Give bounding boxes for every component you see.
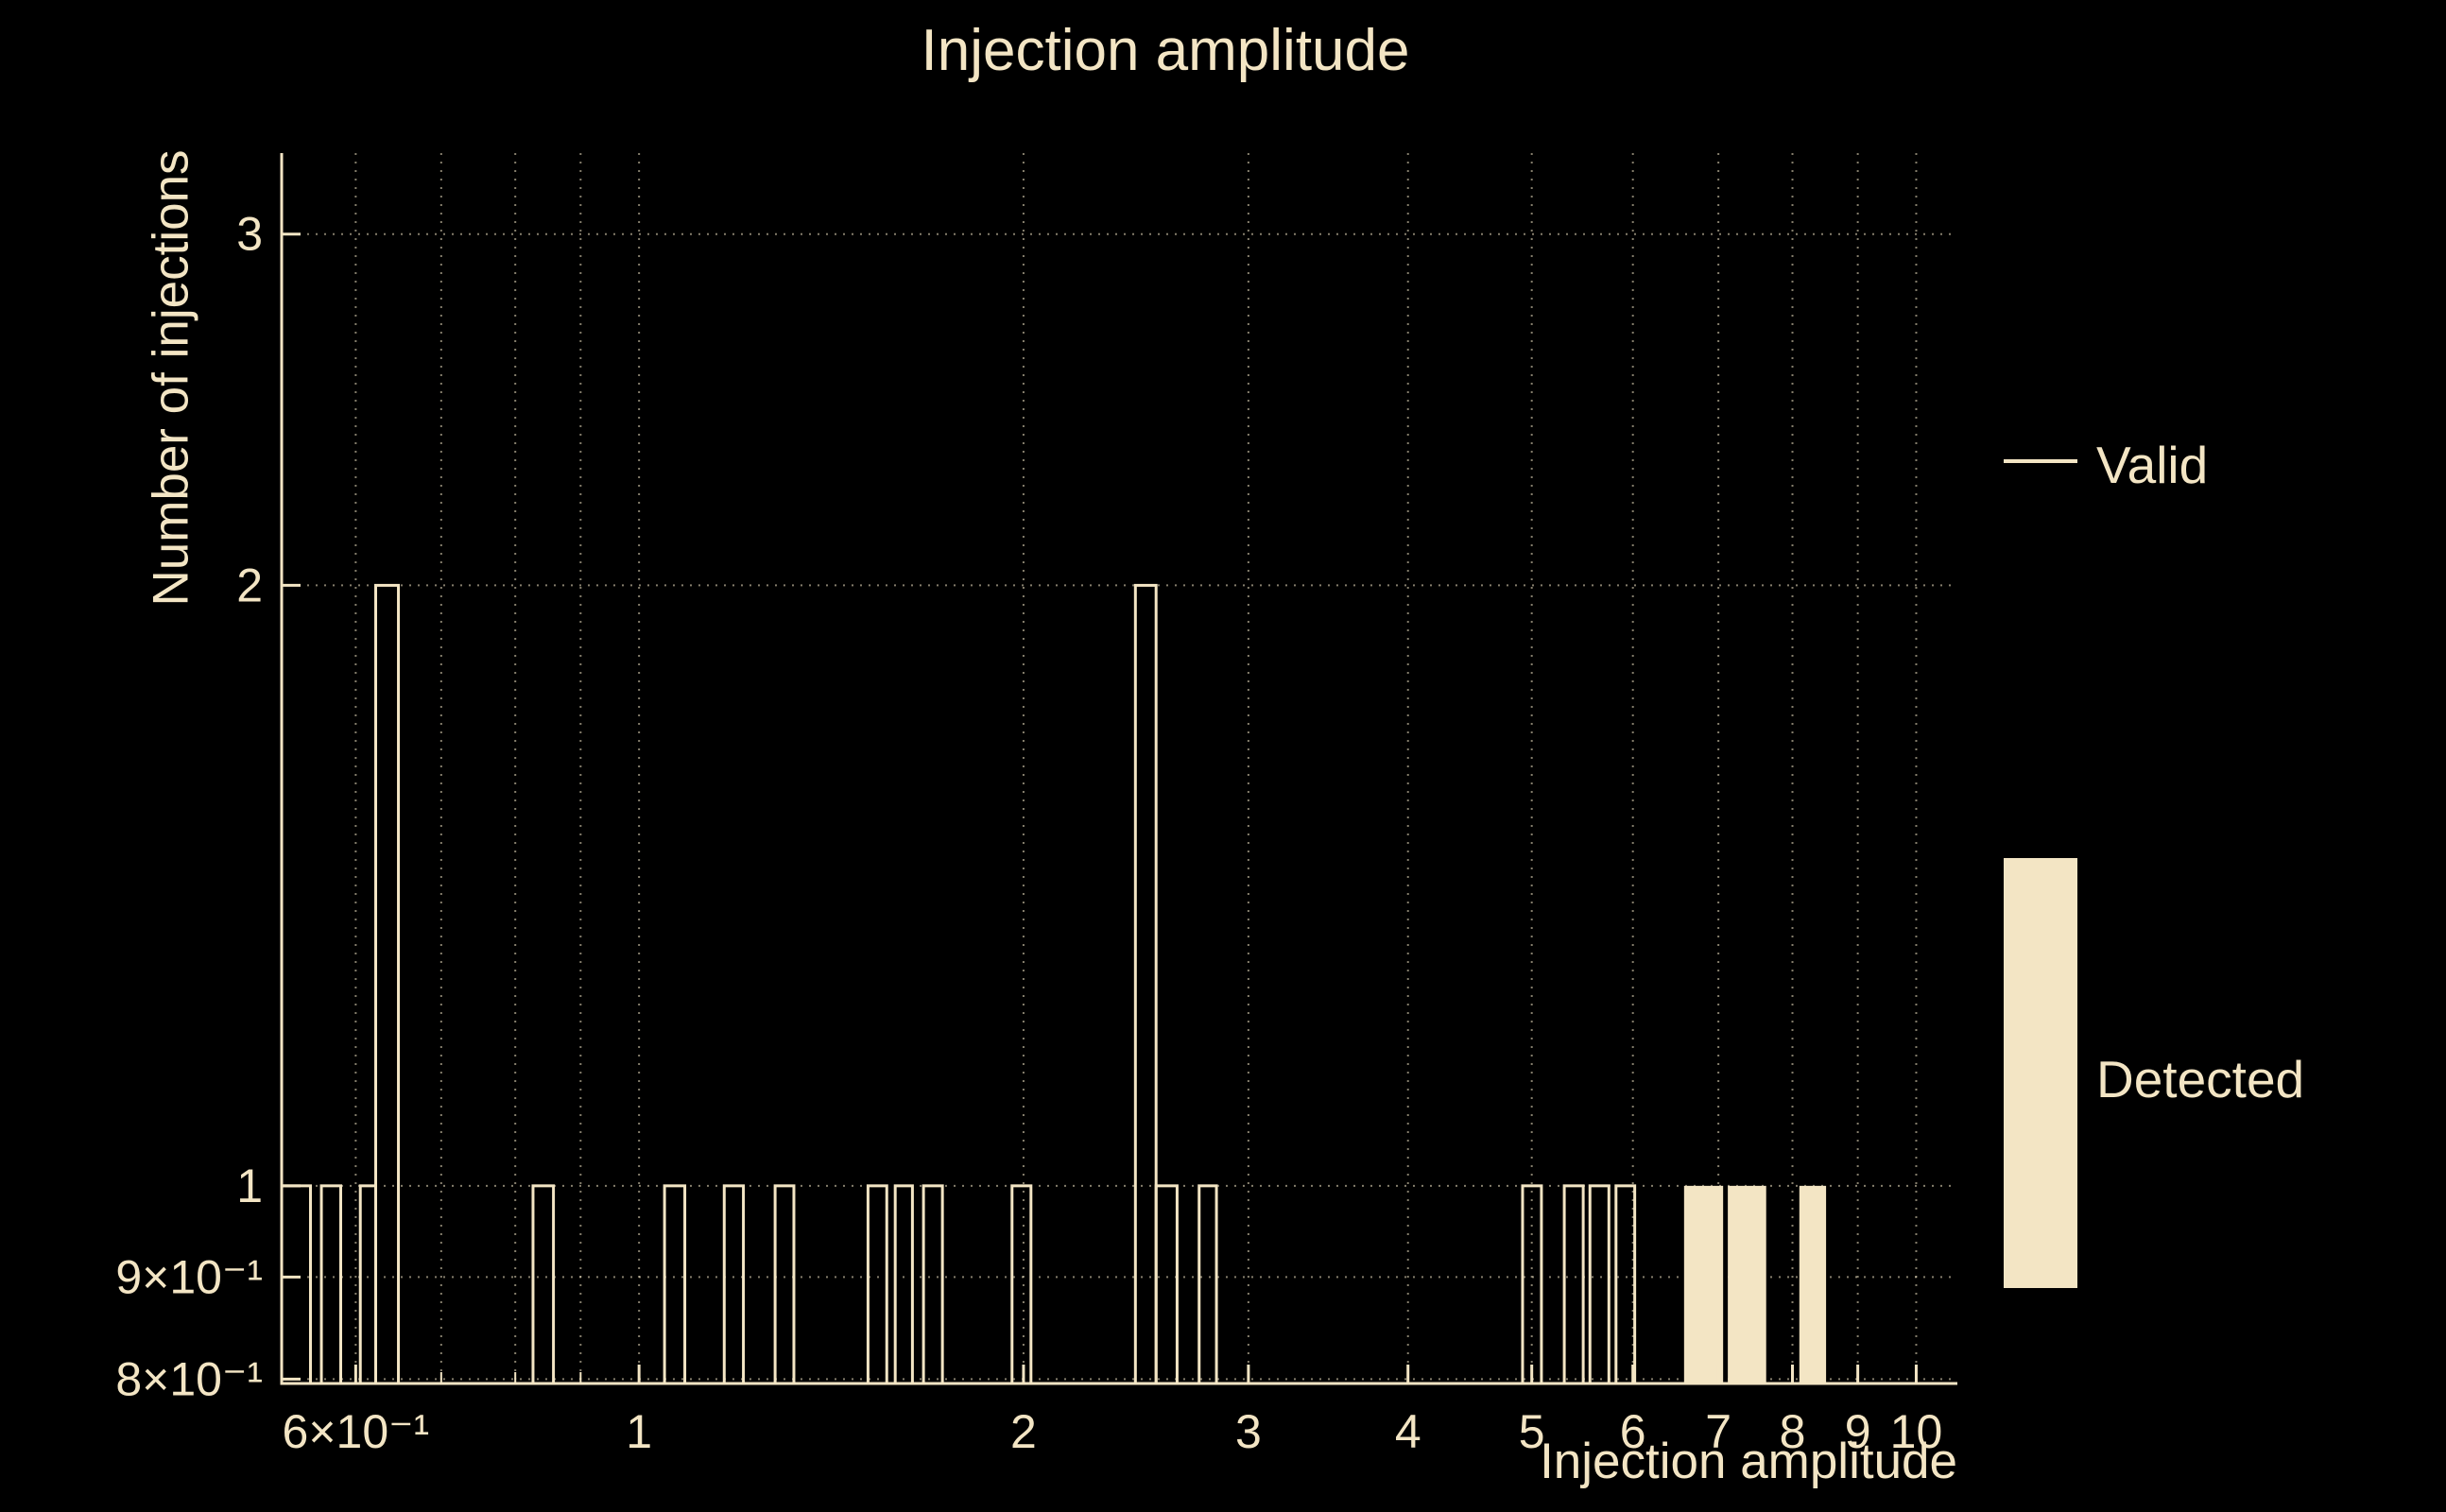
- valid-bin: [1197, 1184, 1218, 1385]
- valid-bin: [663, 1184, 687, 1385]
- valid-bin: [1614, 1184, 1637, 1385]
- x-tick-label: 8: [1780, 1405, 1806, 1458]
- valid-bin: [1562, 1184, 1585, 1385]
- y-tick-label: 9×10⁻¹: [115, 1250, 263, 1303]
- x-tick-label: 6×10⁻¹: [283, 1405, 430, 1458]
- x-tick-label: 5: [1519, 1405, 1545, 1458]
- chart-title: Injection amplitude: [921, 18, 1410, 83]
- valid-bin: [280, 1184, 312, 1385]
- valid-bin: [1133, 583, 1158, 1385]
- x-tick-label: 7: [1705, 1405, 1731, 1458]
- valid-bin: [319, 1184, 343, 1385]
- x-tick-labels: 6×10⁻¹ 1 2 3 4 5 6 7 8 9 10: [283, 1405, 1943, 1458]
- legend-item-detected: Detected: [2096, 1050, 2305, 1108]
- x-tick-label: 10: [1890, 1405, 1943, 1458]
- y-tick-labels: 8×10⁻¹ 9×10⁻¹ 1 2 3: [115, 208, 263, 1406]
- valid-bin: [773, 1184, 796, 1385]
- valid-line-sample: [2004, 459, 2077, 463]
- y-tick-label: 2: [236, 558, 263, 611]
- x-tick-label: 1: [626, 1405, 652, 1458]
- detected-bar: [1799, 1185, 1827, 1383]
- valid-bin: [722, 1184, 746, 1385]
- detected-bar: [1683, 1185, 1724, 1383]
- valid-bin: [1010, 1184, 1033, 1385]
- valid-bin: [893, 1184, 914, 1385]
- tick-marks: [282, 232, 1918, 1383]
- detected-bar: [1728, 1185, 1766, 1383]
- x-tick-label: 4: [1395, 1405, 1421, 1458]
- valid-bin: [358, 1184, 377, 1385]
- detected-bars: [1683, 1185, 1827, 1383]
- gridlines: [282, 153, 1957, 1383]
- x-tick-label: 9: [1845, 1405, 1871, 1458]
- valid-bin: [922, 1184, 944, 1385]
- y-tick-label: 1: [236, 1160, 263, 1212]
- valid-step-bars: [280, 583, 1637, 1385]
- valid-bin: [1154, 1184, 1179, 1385]
- x-tick-label: 6: [1620, 1405, 1646, 1458]
- x-tick-label: 2: [1010, 1405, 1037, 1458]
- valid-bin: [531, 1184, 556, 1385]
- valid-bin: [866, 1184, 888, 1385]
- legend-item-valid: Valid: [2096, 436, 2209, 494]
- y-tick-label: 3: [236, 208, 263, 261]
- axes: [280, 153, 1957, 1385]
- y-tick-label: 8×10⁻¹: [115, 1352, 263, 1405]
- x-tick-label: 3: [1235, 1405, 1262, 1458]
- valid-bin: [373, 583, 401, 1385]
- x-axis-label: Injection amplitude: [1540, 1434, 1957, 1489]
- detected-box-sample: [2004, 858, 2077, 1288]
- valid-bin: [1588, 1184, 1611, 1385]
